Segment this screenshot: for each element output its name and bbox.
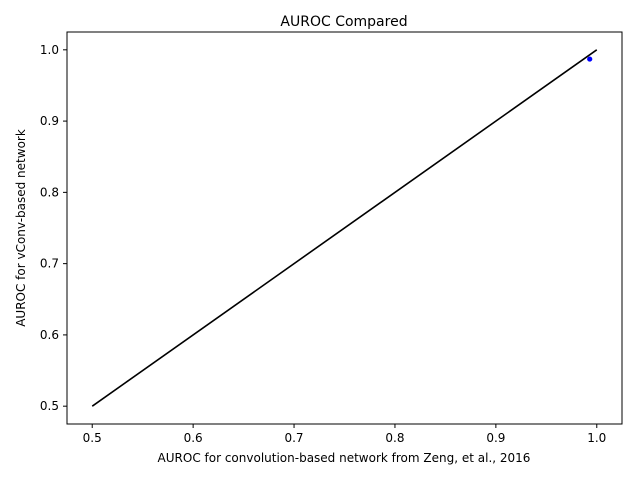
x-tick-label: 0.5: [83, 431, 102, 445]
y-axis-ticks: 0.5 0.6 0.7 0.8 0.9 1.0: [40, 43, 67, 413]
x-tick-label: 0.6: [184, 431, 203, 445]
plot-area: [91, 49, 598, 407]
diagonal-reference-line: [91, 49, 598, 407]
y-tick-label: 0.5: [40, 399, 59, 413]
y-tick-label: 0.7: [40, 257, 59, 271]
axes-frame: [66, 31, 623, 425]
y-tick-label: 0.9: [40, 114, 59, 128]
x-tick-label: 0.8: [385, 431, 404, 445]
x-tick-label: 0.7: [284, 431, 303, 445]
x-tick-label: 1.0: [587, 431, 606, 445]
x-axis-ticks: 0.5 0.6 0.7 0.8 0.9 1.0: [83, 424, 606, 445]
chart-title: AUROC Compared: [280, 14, 407, 30]
y-axis-label: AUROC for vConv-based network: [14, 129, 28, 327]
y-tick-label: 1.0: [40, 43, 59, 57]
x-axis-label: AUROC for convolution-based network from…: [158, 451, 531, 465]
data-point-0: [587, 56, 593, 62]
y-tick-label: 0.8: [40, 185, 59, 199]
y-tick-label: 0.6: [40, 328, 59, 342]
x-tick-label: 0.9: [486, 431, 505, 445]
